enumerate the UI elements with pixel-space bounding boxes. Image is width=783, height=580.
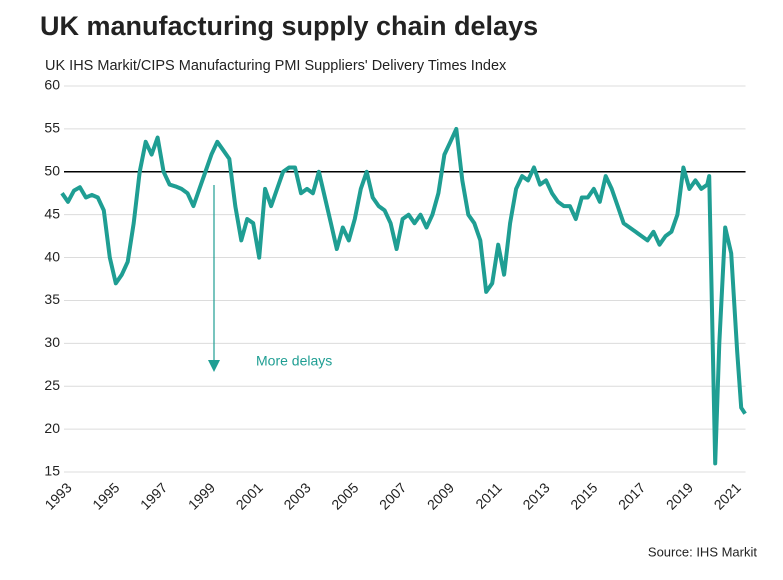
- x-tick-label: 2017: [615, 479, 648, 512]
- annotation-arrowhead: [208, 360, 220, 372]
- x-tick-label: 2007: [376, 479, 409, 512]
- x-tick-label: 2003: [280, 479, 313, 512]
- y-tick-label: 30: [44, 334, 60, 350]
- x-tick-label: 2021: [711, 479, 744, 512]
- y-tick-label: 50: [44, 162, 60, 178]
- annotation: More delays: [256, 353, 332, 369]
- y-tick-label: 25: [44, 377, 60, 393]
- x-tick-label: 2015: [567, 479, 600, 512]
- data-line: [60, 126, 747, 466]
- x-tick-label: 2009: [424, 479, 457, 512]
- y-tick-label: 45: [44, 205, 60, 221]
- x-tick-label: 1997: [137, 479, 170, 512]
- x-tick-label: 2011: [472, 479, 505, 512]
- x-tick-label: 2005: [328, 479, 361, 512]
- y-tick-label: 35: [44, 291, 60, 307]
- x-tick-label: 2019: [663, 479, 696, 512]
- chart-title: UK manufacturing supply chain delays: [40, 11, 538, 41]
- chart-subtitle: UK IHS Markit/CIPS Manufacturing PMI Sup…: [45, 58, 507, 74]
- x-tick-label: 2013: [519, 479, 552, 512]
- source: Source: IHS Markit: [648, 544, 757, 559]
- x-tick-label: 1993: [41, 479, 74, 512]
- y-tick-label: 60: [44, 77, 60, 93]
- y-tick-label: 40: [44, 248, 60, 264]
- y-tick-label: 15: [44, 463, 60, 479]
- x-tick-label: 1999: [185, 479, 218, 512]
- x-tick-label: 2001: [233, 479, 266, 512]
- x-tick-label: 1995: [89, 479, 122, 512]
- y-tick-label: 20: [44, 420, 60, 436]
- y-tick-label: 55: [44, 120, 60, 136]
